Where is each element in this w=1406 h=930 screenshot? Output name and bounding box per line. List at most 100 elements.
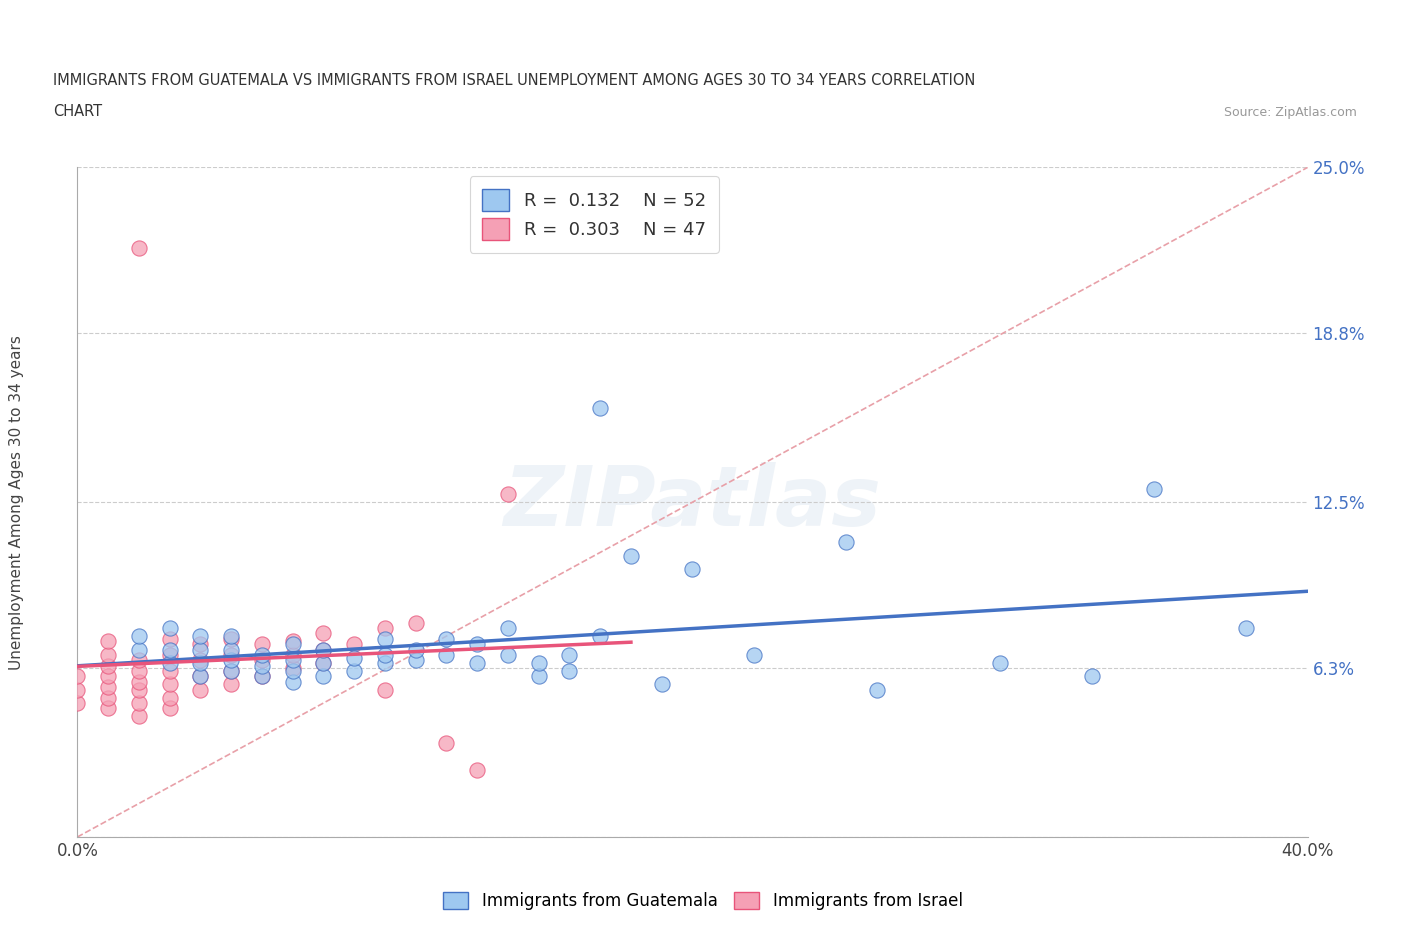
Legend: R =  0.132    N = 52, R =  0.303    N = 47: R = 0.132 N = 52, R = 0.303 N = 47 [470,177,718,253]
Point [128,629,150,644]
Point [188,629,212,644]
Point [66,669,89,684]
Point [312,642,335,657]
Point [188,637,212,652]
Point [128,663,150,678]
Point [343,663,366,678]
Point [250,669,273,684]
Point [281,634,304,649]
Point [374,656,396,671]
Point [558,663,581,678]
Point [159,631,181,646]
Point [374,683,396,698]
Point [159,663,181,678]
Point [219,677,242,692]
Point [312,642,335,657]
Point [66,696,89,711]
Point [97,647,120,662]
Point [496,620,519,635]
Point [219,647,242,662]
Point [436,647,458,662]
Point [250,653,273,668]
Point [219,629,242,644]
Point [465,637,488,652]
Point [589,629,612,644]
Point [97,634,120,649]
Point [496,647,519,662]
Point [465,656,488,671]
Point [436,631,458,646]
Point [219,642,242,657]
Text: Source: ZipAtlas.com: Source: ZipAtlas.com [1223,106,1357,119]
Point [128,696,150,711]
Point [250,669,273,684]
Point [281,653,304,668]
Point [436,736,458,751]
Point [866,683,889,698]
Text: ZIPatlas: ZIPatlas [503,461,882,543]
Point [128,642,150,657]
Point [312,656,335,671]
Point [188,656,212,671]
Legend: Immigrants from Guatemala, Immigrants from Israel: Immigrants from Guatemala, Immigrants fr… [437,885,969,917]
Point [312,656,335,671]
Point [620,549,643,564]
Point [281,661,304,676]
Point [97,680,120,695]
Point [589,401,612,416]
Point [496,486,519,501]
Point [188,683,212,698]
Point [281,663,304,678]
Point [128,709,150,724]
Point [527,669,550,684]
Point [159,677,181,692]
Point [312,669,335,684]
Point [159,620,181,635]
Point [159,690,181,705]
Point [219,631,242,646]
Point [374,620,396,635]
Point [988,656,1011,671]
Point [250,647,273,662]
Point [159,701,181,716]
Point [405,653,427,668]
Point [128,240,150,255]
Point [188,642,212,657]
Point [682,562,704,577]
Point [97,669,120,684]
Point [250,658,273,673]
Point [188,669,212,684]
Point [128,674,150,689]
Point [219,653,242,668]
Point [219,663,242,678]
Point [312,626,335,641]
Point [128,683,150,698]
Point [742,647,765,662]
Point [343,637,366,652]
Point [1081,669,1104,684]
Point [1143,482,1166,497]
Point [405,642,427,657]
Point [1234,620,1257,635]
Point [281,637,304,652]
Point [159,656,181,671]
Point [188,669,212,684]
Point [374,647,396,662]
Point [405,616,427,631]
Point [281,674,304,689]
Point [66,683,89,698]
Point [159,642,181,657]
Point [128,653,150,668]
Text: IMMIGRANTS FROM GUATEMALA VS IMMIGRANTS FROM ISRAEL UNEMPLOYMENT AMONG AGES 30 T: IMMIGRANTS FROM GUATEMALA VS IMMIGRANTS … [53,73,976,88]
Point [250,637,273,652]
Text: Unemployment Among Ages 30 to 34 years: Unemployment Among Ages 30 to 34 years [10,335,24,670]
Point [219,663,242,678]
Point [465,763,488,777]
Point [835,535,858,550]
Point [97,701,120,716]
Point [343,650,366,665]
Point [281,647,304,662]
Text: CHART: CHART [53,104,103,119]
Point [97,690,120,705]
Point [159,647,181,662]
